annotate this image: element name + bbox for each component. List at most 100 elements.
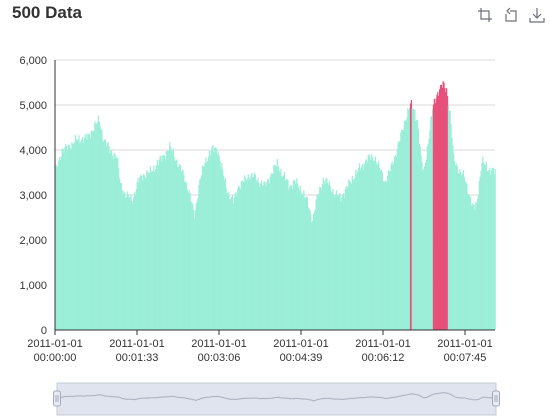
bar [330,191,332,330]
bar [239,189,241,330]
bar [406,117,408,330]
bar [197,197,199,330]
zoom-select-icon[interactable] [476,6,494,24]
bar [465,182,467,330]
bar [98,121,100,330]
bar-highlight [446,96,449,330]
bar [470,205,472,330]
handle-body[interactable] [492,390,500,407]
bar [155,168,157,330]
bar [277,166,279,330]
bar [219,160,221,330]
bar [153,165,155,330]
bar [201,165,204,330]
bar-highlight [438,96,440,330]
bar [99,126,101,330]
bar [252,176,255,330]
bar [360,167,362,330]
bar [171,151,174,330]
bar [345,186,347,330]
bar [75,139,77,330]
bar [141,180,144,330]
bar [145,178,147,330]
bar [302,193,304,330]
bar [71,142,73,330]
bar [92,131,94,330]
bar [125,197,127,330]
bar [109,153,111,330]
bar [254,174,256,330]
bar [464,181,466,330]
x-tick-label-date: 2011-01-01 [27,338,82,350]
bar [308,208,310,330]
bar [336,196,338,330]
bar [169,142,171,330]
bar [474,208,476,330]
bar [68,144,70,330]
bar [120,182,122,330]
bar [245,180,248,330]
bar [199,179,201,330]
bar [118,168,120,330]
bar [318,193,320,330]
bar [483,162,485,330]
bar [390,164,392,330]
bar [460,171,462,330]
zoom-slider[interactable] [53,382,500,416]
bar [314,209,316,330]
bar [268,183,271,330]
slider-handle-left[interactable] [53,390,61,407]
bar [285,179,287,330]
bar [110,149,112,330]
bar [273,165,275,330]
bar [90,130,92,330]
bar [414,110,416,330]
bar [365,159,368,330]
bar [117,158,119,330]
bar [425,159,428,330]
bar [173,156,175,330]
bar [61,149,63,330]
bar [383,182,385,330]
bar [382,180,384,330]
zoom-reset-icon[interactable] [502,6,520,24]
bar [448,110,450,331]
bar [186,189,189,330]
bar [452,145,454,330]
bar [271,173,273,330]
bar [455,163,457,330]
bar [142,174,144,330]
bar [312,220,314,330]
bar [187,192,189,330]
bar [249,179,251,330]
bar [245,177,247,330]
bar [247,174,249,330]
bar [328,181,331,330]
bar [293,179,295,330]
bar [103,141,105,330]
save-image-icon[interactable] [528,6,546,24]
bar [411,108,413,330]
bar [146,170,148,330]
bar [347,188,349,330]
x-tick-label-time: 00:07:45 [444,352,487,364]
bar [252,177,254,330]
bar [421,161,423,330]
bar [103,139,106,330]
bar [263,181,265,330]
bar [83,138,85,330]
handle-body[interactable] [53,390,61,407]
bar [241,180,243,330]
bar [412,109,414,330]
bar [359,170,361,330]
bar [327,184,330,330]
bar [323,181,325,330]
bar [188,190,190,330]
bar [331,192,333,330]
slider-handle-right[interactable] [492,390,500,407]
bar [200,178,202,330]
bar [346,185,348,330]
bar [237,185,240,330]
bar [262,185,264,330]
bar [56,166,58,330]
